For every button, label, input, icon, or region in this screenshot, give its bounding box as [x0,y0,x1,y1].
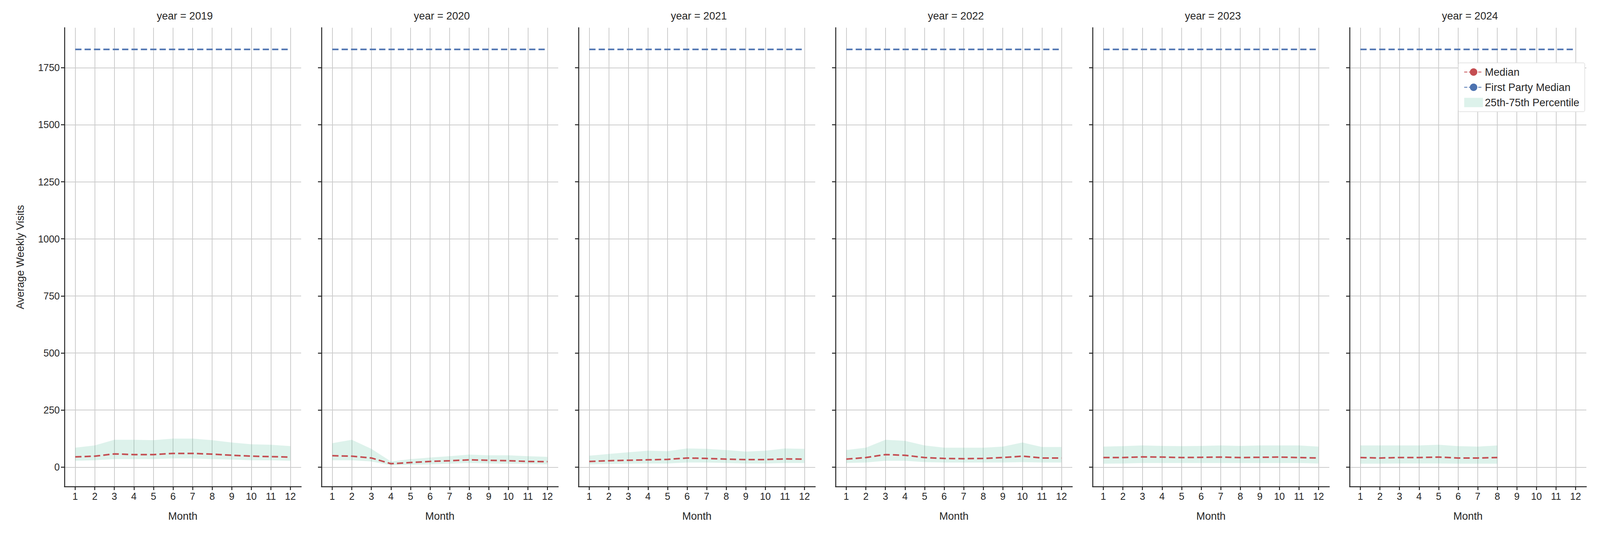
svg-text:5: 5 [407,491,414,502]
svg-text:8: 8 [723,491,729,502]
svg-text:9: 9 [485,491,492,502]
svg-text:12: 12 [799,491,811,502]
svg-text:1: 1 [1100,491,1107,502]
svg-text:9: 9 [1257,491,1263,502]
svg-text:Month: Month [1196,510,1226,523]
svg-text:11: 11 [522,491,533,502]
svg-text:1500: 1500 [37,119,60,131]
svg-text:1: 1 [329,491,336,502]
svg-text:Month: Month [939,510,969,523]
svg-text:11: 11 [1293,491,1304,502]
svg-text:25th-75th Percentile: 25th-75th Percentile [1484,96,1580,109]
svg-text:9: 9 [742,491,749,502]
svg-text:750: 750 [43,290,60,302]
svg-text:Month: Month [682,510,712,523]
svg-text:4: 4 [388,491,394,502]
svg-text:6: 6 [941,491,947,502]
svg-text:6: 6 [1455,491,1461,502]
svg-text:6: 6 [427,491,433,502]
svg-text:Month: Month [167,510,198,523]
svg-text:5: 5 [1178,491,1185,502]
svg-text:7: 7 [960,491,967,502]
svg-text:9: 9 [1514,491,1520,502]
svg-text:year = 2023: year = 2023 [1184,10,1241,22]
svg-text:10: 10 [245,491,257,502]
svg-text:2: 2 [863,491,869,502]
svg-text:10: 10 [502,491,514,502]
svg-text:3: 3 [111,491,118,502]
svg-text:5: 5 [150,491,157,502]
svg-text:11: 11 [265,491,276,502]
svg-text:11: 11 [779,491,790,502]
svg-text:3: 3 [368,491,375,502]
svg-text:11: 11 [1036,491,1047,502]
svg-text:Median: Median [1484,66,1520,79]
svg-text:year = 2024: year = 2024 [1441,10,1498,22]
svg-text:1: 1 [72,491,79,502]
svg-text:year = 2019: year = 2019 [156,10,213,22]
svg-text:7: 7 [189,491,196,502]
svg-text:12: 12 [542,491,554,502]
svg-text:10: 10 [1273,491,1285,502]
svg-text:2: 2 [1120,491,1126,502]
svg-text:11: 11 [1550,491,1561,502]
svg-text:year = 2020: year = 2020 [413,10,470,22]
svg-text:3: 3 [1139,491,1146,502]
svg-text:First Party Median: First Party Median [1484,81,1571,94]
svg-text:4: 4 [645,491,651,502]
svg-text:8: 8 [1237,491,1243,502]
svg-text:2: 2 [92,491,98,502]
svg-text:12: 12 [1313,491,1325,502]
svg-text:Month: Month [425,510,455,523]
svg-text:1250: 1250 [37,176,60,188]
svg-text:8: 8 [466,491,472,502]
svg-text:4: 4 [902,491,908,502]
svg-text:year = 2021: year = 2021 [670,10,727,22]
svg-text:7: 7 [1475,491,1481,502]
svg-text:250: 250 [43,404,60,416]
svg-text:Average Weekly Visits: Average Weekly Visits [14,205,27,310]
svg-text:10: 10 [1530,491,1542,502]
svg-text:3: 3 [625,491,632,502]
svg-text:4: 4 [131,491,137,502]
svg-text:8: 8 [1494,491,1500,502]
svg-text:8: 8 [980,491,986,502]
svg-text:7: 7 [1217,491,1224,502]
svg-text:Month: Month [1453,510,1483,523]
svg-text:2: 2 [1377,491,1383,502]
svg-text:7: 7 [703,491,710,502]
svg-text:8: 8 [209,491,215,502]
svg-text:5: 5 [664,491,671,502]
svg-text:12: 12 [1056,491,1068,502]
svg-text:year = 2022: year = 2022 [927,10,984,22]
svg-text:10: 10 [1016,491,1028,502]
svg-text:6: 6 [684,491,690,502]
svg-text:9: 9 [1000,491,1006,502]
svg-text:6: 6 [170,491,176,502]
svg-text:0: 0 [54,461,60,473]
svg-text:1: 1 [1357,491,1364,502]
svg-text:6: 6 [1198,491,1204,502]
svg-text:10: 10 [759,491,771,502]
svg-text:3: 3 [1396,491,1403,502]
svg-text:12: 12 [285,491,297,502]
svg-text:2: 2 [349,491,355,502]
svg-text:1750: 1750 [37,62,60,74]
svg-text:9: 9 [228,491,235,502]
svg-text:2: 2 [606,491,612,502]
svg-text:1: 1 [843,491,850,502]
svg-text:5: 5 [1435,491,1442,502]
svg-text:5: 5 [921,491,928,502]
svg-text:1: 1 [586,491,593,502]
svg-text:12: 12 [1570,491,1582,502]
svg-text:4: 4 [1416,491,1422,502]
svg-text:1000: 1000 [37,233,60,245]
svg-text:7: 7 [446,491,453,502]
svg-text:500: 500 [43,347,60,359]
svg-text:4: 4 [1159,491,1165,502]
svg-text:3: 3 [882,491,889,502]
